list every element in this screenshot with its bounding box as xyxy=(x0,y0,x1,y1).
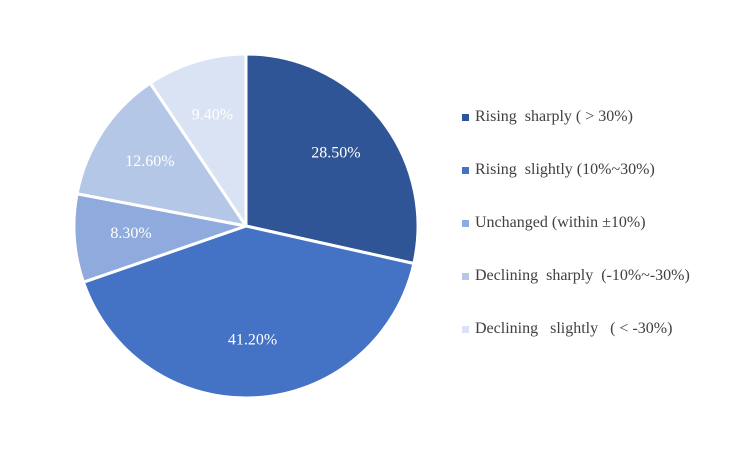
legend-label-3: Unchanged (within ±10%) xyxy=(475,214,646,231)
legend-label-5: Declining slightly ( < -30%) xyxy=(475,320,673,337)
slice-value-label-3: 8.30% xyxy=(110,225,151,242)
legend-label-1: Rising sharply ( > 30%) xyxy=(475,108,633,125)
legend-item-5: Declining slightly ( < -30%) xyxy=(462,316,690,342)
slice-value-label-2: 41.20% xyxy=(228,332,277,349)
slice-value-label-5: 9.40% xyxy=(192,106,233,123)
slice-value-label-4: 12.60% xyxy=(125,153,174,170)
pie-slices xyxy=(72,52,420,400)
slice-value-label-1: 28.50% xyxy=(311,145,360,162)
legend-swatch-2 xyxy=(462,166,469,174)
pie-value-labels: 28.50% 41.20% 8.30% 12.60% 9.40% xyxy=(110,106,360,348)
pie-slice-2 xyxy=(81,224,416,400)
legend-item-1: Rising sharply ( > 30%) xyxy=(462,104,690,130)
legend-swatch-3 xyxy=(462,219,469,227)
legend-swatch-4 xyxy=(462,272,469,280)
legend-label-4: Declining sharply (-10%~-30%) xyxy=(475,267,690,284)
pie-slice-4 xyxy=(75,81,248,228)
pie-slice-1 xyxy=(244,52,420,266)
legend-label-2: Rising slightly (10%~30%) xyxy=(475,161,655,178)
pie-slice-5 xyxy=(148,52,248,228)
legend-item-2: Rising slightly (10%~30%) xyxy=(462,157,690,183)
legend-item-3: Unchanged (within ±10%) xyxy=(462,210,690,236)
pie-slice-3 xyxy=(72,192,248,284)
legend-swatch-1 xyxy=(462,113,469,121)
chart-legend: Rising sharply ( > 30%) Rising slightly (… xyxy=(462,104,690,369)
legend-swatch-5 xyxy=(462,325,469,333)
legend-item-4: Declining sharply (-10%~-30%) xyxy=(462,263,690,289)
